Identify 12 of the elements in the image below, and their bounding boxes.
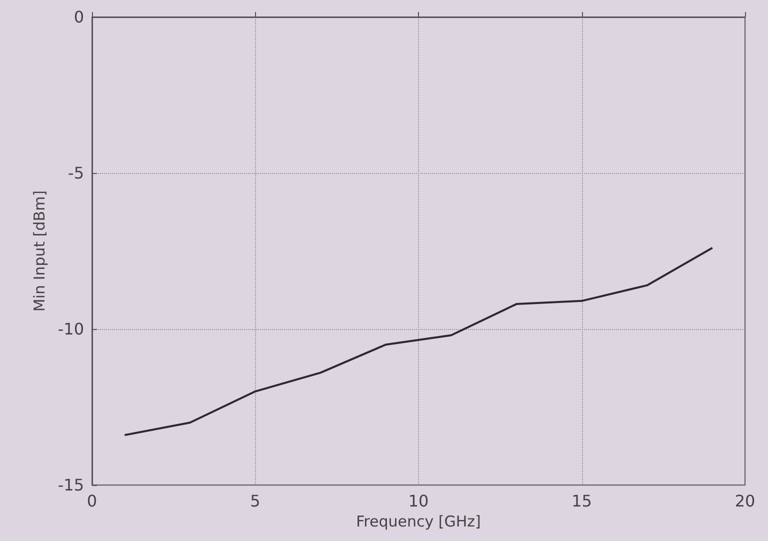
y-tick-label: -15 — [58, 476, 84, 494]
x-tick-label: 20 — [734, 492, 756, 510]
y-tick-label: 0 — [74, 8, 84, 26]
x-tick-label: 15 — [572, 492, 592, 510]
y-tick-label: -10 — [58, 320, 84, 338]
x-axis-title: Frequency [GHz] — [356, 512, 481, 530]
x-tick-label: 5 — [250, 492, 260, 510]
y-axis-title: Min Input [dBm] — [30, 190, 48, 312]
x-tick-label: 10 — [408, 492, 429, 510]
x-tick-label: 0 — [86, 492, 98, 510]
y-tick-label: -5 — [68, 164, 84, 182]
line-series — [124, 246, 714, 436]
